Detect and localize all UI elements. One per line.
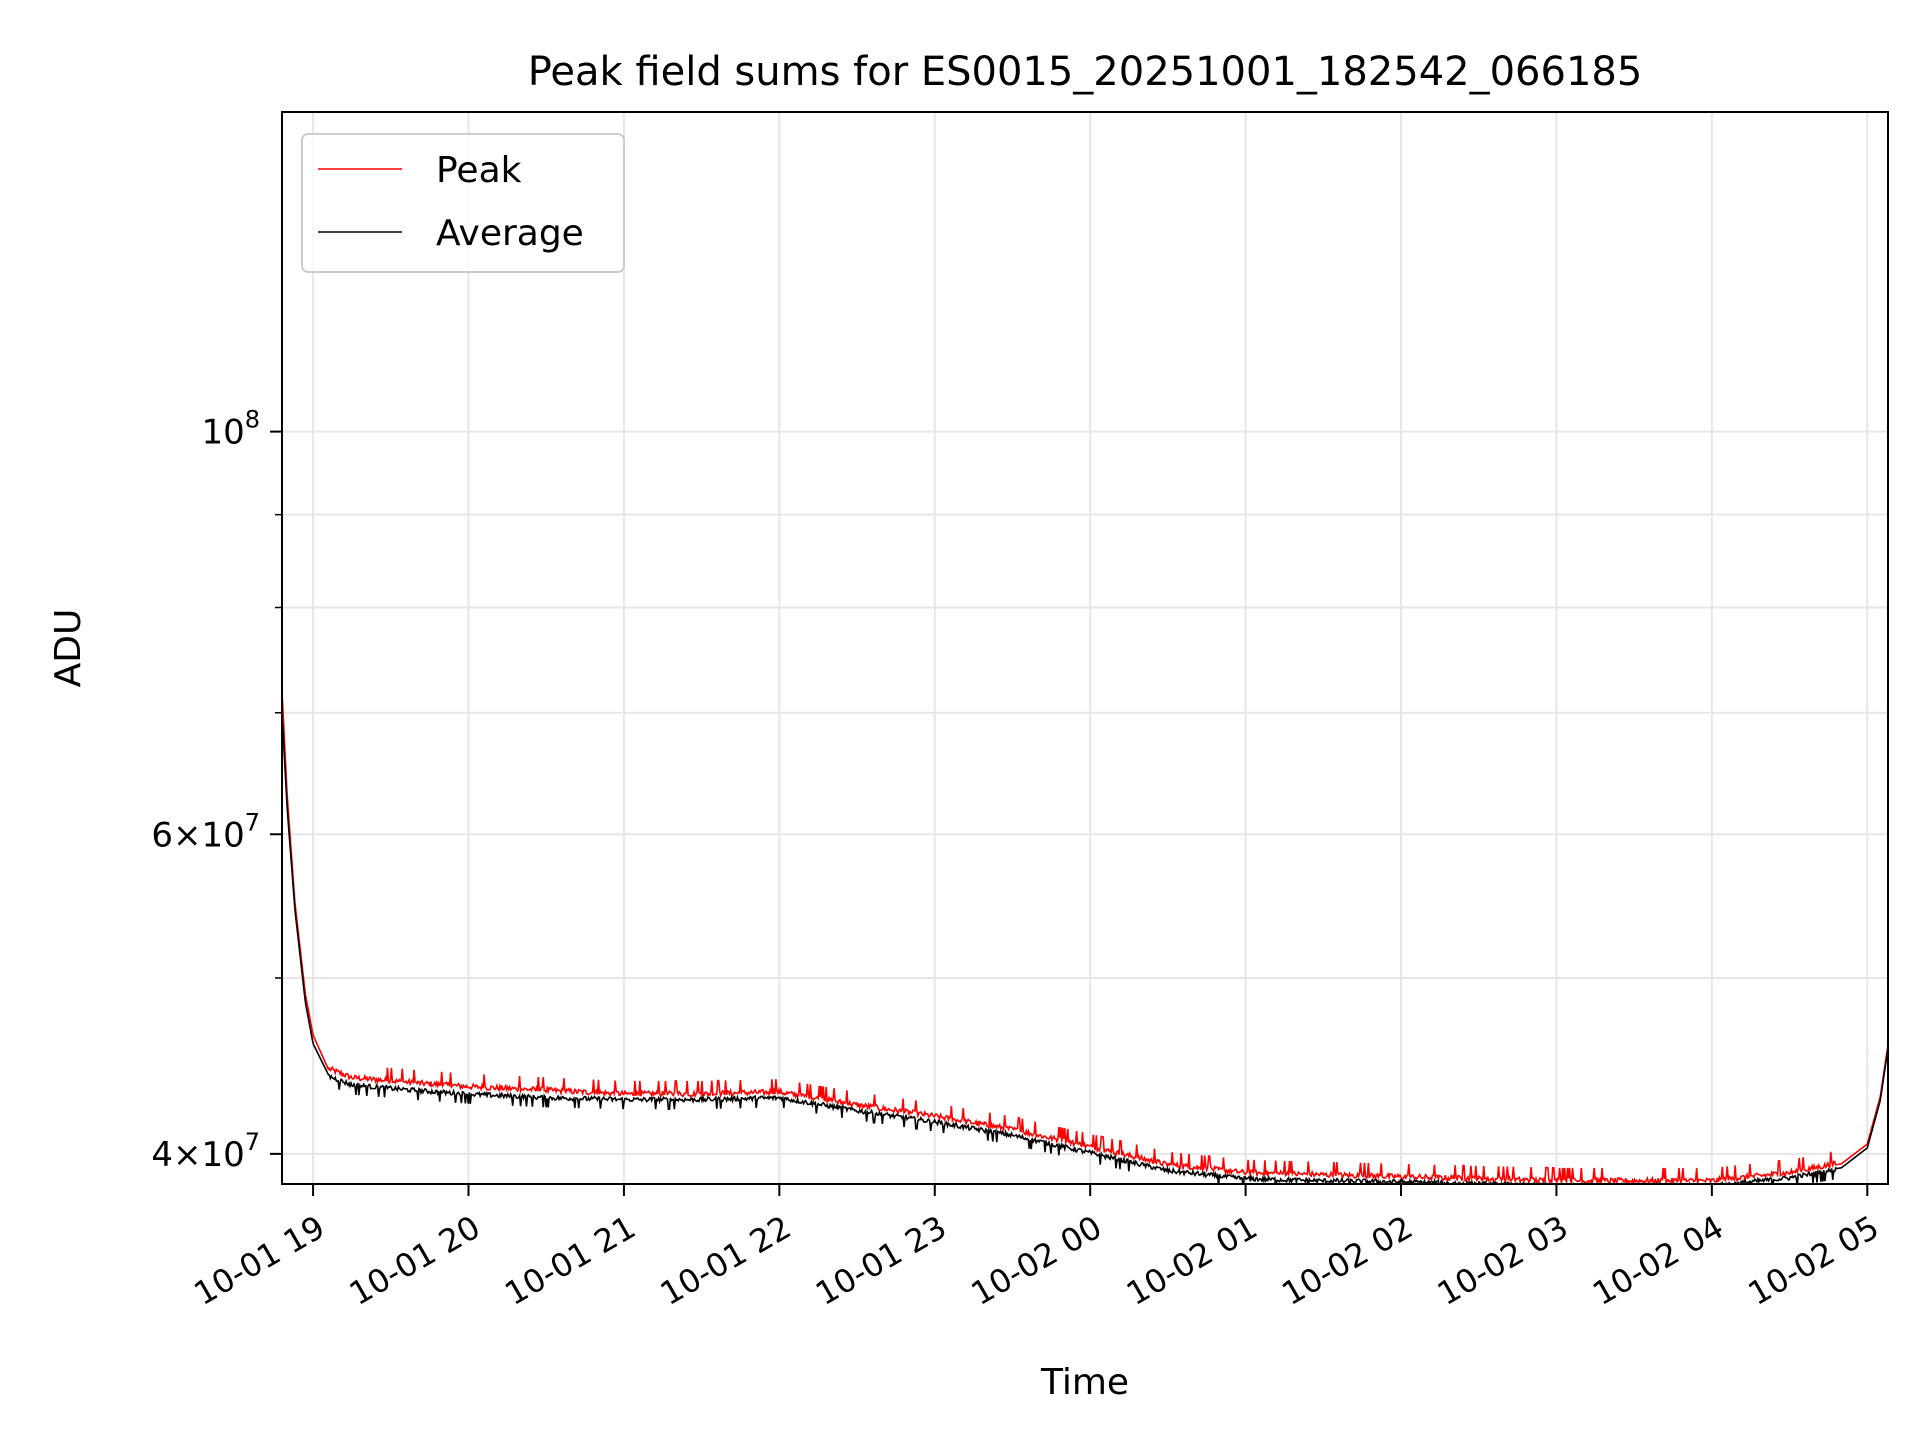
y-axis: 4×107 6×107 108 [151, 406, 282, 1175]
chart-title: Peak field sums for ES0015_20251001_1825… [528, 49, 1643, 95]
series-line-average [282, 712, 1888, 1184]
series-line-peak [282, 690, 1888, 1184]
legend-label-peak: Peak [436, 150, 522, 191]
plot-background [282, 112, 1888, 1184]
legend-label-average: Average [436, 213, 584, 254]
x-axis-label: Time [1040, 1362, 1129, 1403]
series-layer [282, 690, 1888, 1184]
y-tick-label: 4×107 [151, 1128, 260, 1175]
y-tick-label: 108 [201, 406, 260, 453]
y-axis-label: ADU [48, 609, 89, 688]
grid [282, 112, 1888, 1184]
legend: Peak Average [301, 133, 625, 273]
plot-frame [281, 111, 1889, 1185]
y-tick-label: 6×107 [151, 808, 260, 855]
